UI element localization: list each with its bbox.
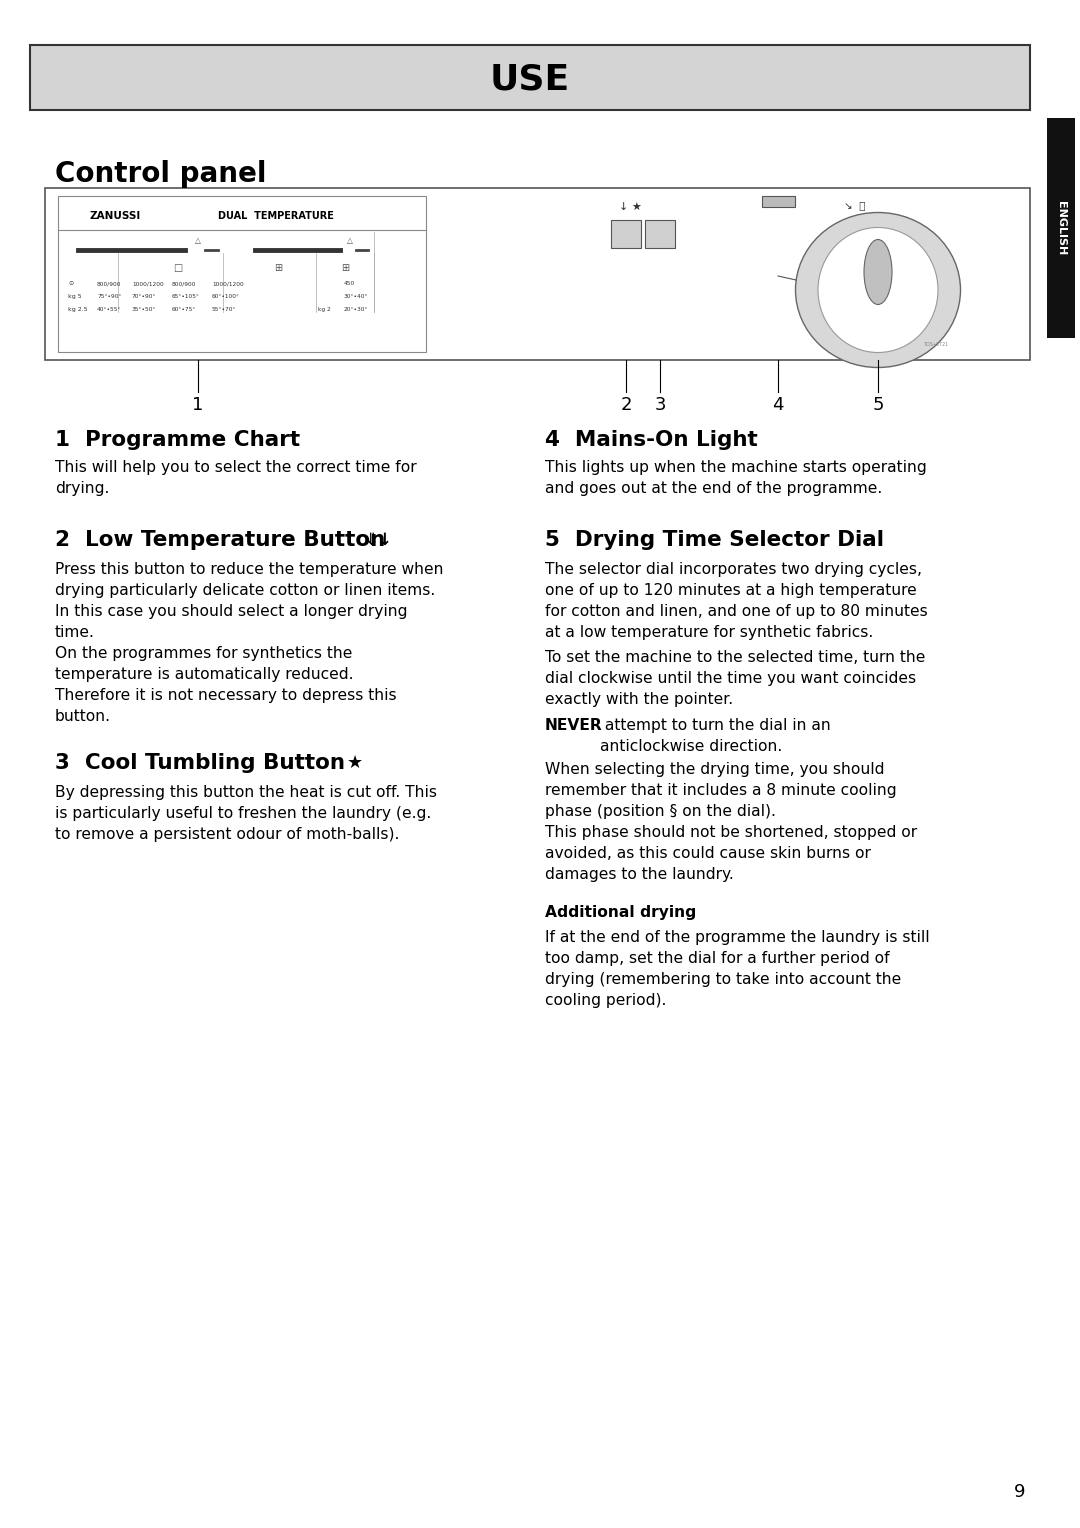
Text: 5: 5 <box>873 396 883 414</box>
Text: ⊞: ⊞ <box>274 263 282 274</box>
Text: 1: 1 <box>192 396 204 414</box>
Text: The selector dial incorporates two drying cycles,
one of up to 120 minutes at a : The selector dial incorporates two dryin… <box>545 562 928 640</box>
Text: 70°•90°: 70°•90° <box>132 293 157 299</box>
Text: kg 5: kg 5 <box>68 293 82 299</box>
Bar <box>1047 118 1075 338</box>
Text: △: △ <box>347 235 353 244</box>
Text: 1  Programme Chart: 1 Programme Chart <box>55 429 300 451</box>
Text: When selecting the drying time, you should
remember that it includes a 8 minute : When selecting the drying time, you shou… <box>545 762 917 882</box>
Text: kg 2.5: kg 2.5 <box>68 307 87 312</box>
Text: 1000/1200: 1000/1200 <box>212 281 244 286</box>
Text: 3: 3 <box>654 396 665 414</box>
Text: kg 2: kg 2 <box>318 307 330 312</box>
Text: 2  Low Temperature Button: 2 Low Temperature Button <box>55 530 393 550</box>
Ellipse shape <box>796 212 960 368</box>
Text: 5  Drying Time Selector Dial: 5 Drying Time Selector Dial <box>545 530 885 550</box>
Text: 3  Cool Tumbling Button: 3 Cool Tumbling Button <box>55 753 352 773</box>
Text: USE: USE <box>490 63 570 96</box>
Text: By depressing this button the heat is cut off. This
is particularly useful to fr: By depressing this button the heat is cu… <box>55 785 437 842</box>
Text: NEVER: NEVER <box>545 718 603 733</box>
Text: ↓ ★: ↓ ★ <box>619 202 642 212</box>
Text: 800/900: 800/900 <box>172 281 197 286</box>
Bar <box>58 196 426 351</box>
Text: This lights up when the machine starts operating
and goes out at the end of the : This lights up when the machine starts o… <box>545 460 927 497</box>
Bar <box>45 188 1030 361</box>
Text: 1000/1200: 1000/1200 <box>132 281 164 286</box>
Text: 4: 4 <box>772 396 784 414</box>
Text: ENGLISH: ENGLISH <box>1056 200 1066 255</box>
Text: 40°•55°: 40°•55° <box>97 307 121 312</box>
Text: 4  Mains-On Light: 4 Mains-On Light <box>545 429 758 451</box>
Ellipse shape <box>864 240 892 304</box>
Text: ZANUSSI: ZANUSSI <box>90 211 141 222</box>
Text: 65°•105°: 65°•105° <box>172 293 200 299</box>
Text: 20°•30°: 20°•30° <box>345 307 368 312</box>
Text: ⇓↓: ⇓↓ <box>365 532 393 549</box>
Text: 2: 2 <box>620 396 632 414</box>
Text: 60°•75°: 60°•75° <box>172 307 197 312</box>
Text: □: □ <box>174 263 183 274</box>
Bar <box>645 220 675 248</box>
Text: TDS•3721: TDS•3721 <box>923 342 948 347</box>
Text: Additional drying: Additional drying <box>545 905 697 920</box>
Text: ↘  ⓞ: ↘ ⓞ <box>845 200 866 209</box>
Text: ⊙: ⊙ <box>68 281 73 286</box>
Text: If at the end of the programme the laundry is still
too damp, set the dial for a: If at the end of the programme the laund… <box>545 931 930 1008</box>
Ellipse shape <box>818 228 939 353</box>
Text: 35°•50°: 35°•50° <box>132 307 157 312</box>
Text: attempt to turn the dial in an
anticlockwise direction.: attempt to turn the dial in an anticlock… <box>600 718 831 753</box>
Text: To set the machine to the selected time, turn the
dial clockwise until the time : To set the machine to the selected time,… <box>545 649 926 707</box>
Text: 9: 9 <box>1014 1484 1026 1500</box>
Text: 55°•70°: 55°•70° <box>212 307 237 312</box>
Text: ★: ★ <box>347 753 363 772</box>
Text: 30°•40°: 30°•40° <box>345 293 368 299</box>
Bar <box>30 44 1030 110</box>
Text: ⊞: ⊞ <box>341 263 349 274</box>
Text: 75°•90°: 75°•90° <box>97 293 121 299</box>
Text: DUAL  TEMPERATURE: DUAL TEMPERATURE <box>218 211 334 222</box>
Text: Control panel: Control panel <box>55 160 267 188</box>
Text: Press this button to reduce the temperature when
drying particularly delicate co: Press this button to reduce the temperat… <box>55 562 444 724</box>
Bar <box>762 196 795 206</box>
Text: 60°•100°: 60°•100° <box>212 293 240 299</box>
Bar <box>611 220 642 248</box>
Text: 800/900: 800/900 <box>97 281 121 286</box>
Text: This will help you to select the correct time for
drying.: This will help you to select the correct… <box>55 460 417 497</box>
Text: 450: 450 <box>345 281 355 286</box>
Text: △: △ <box>195 235 201 244</box>
